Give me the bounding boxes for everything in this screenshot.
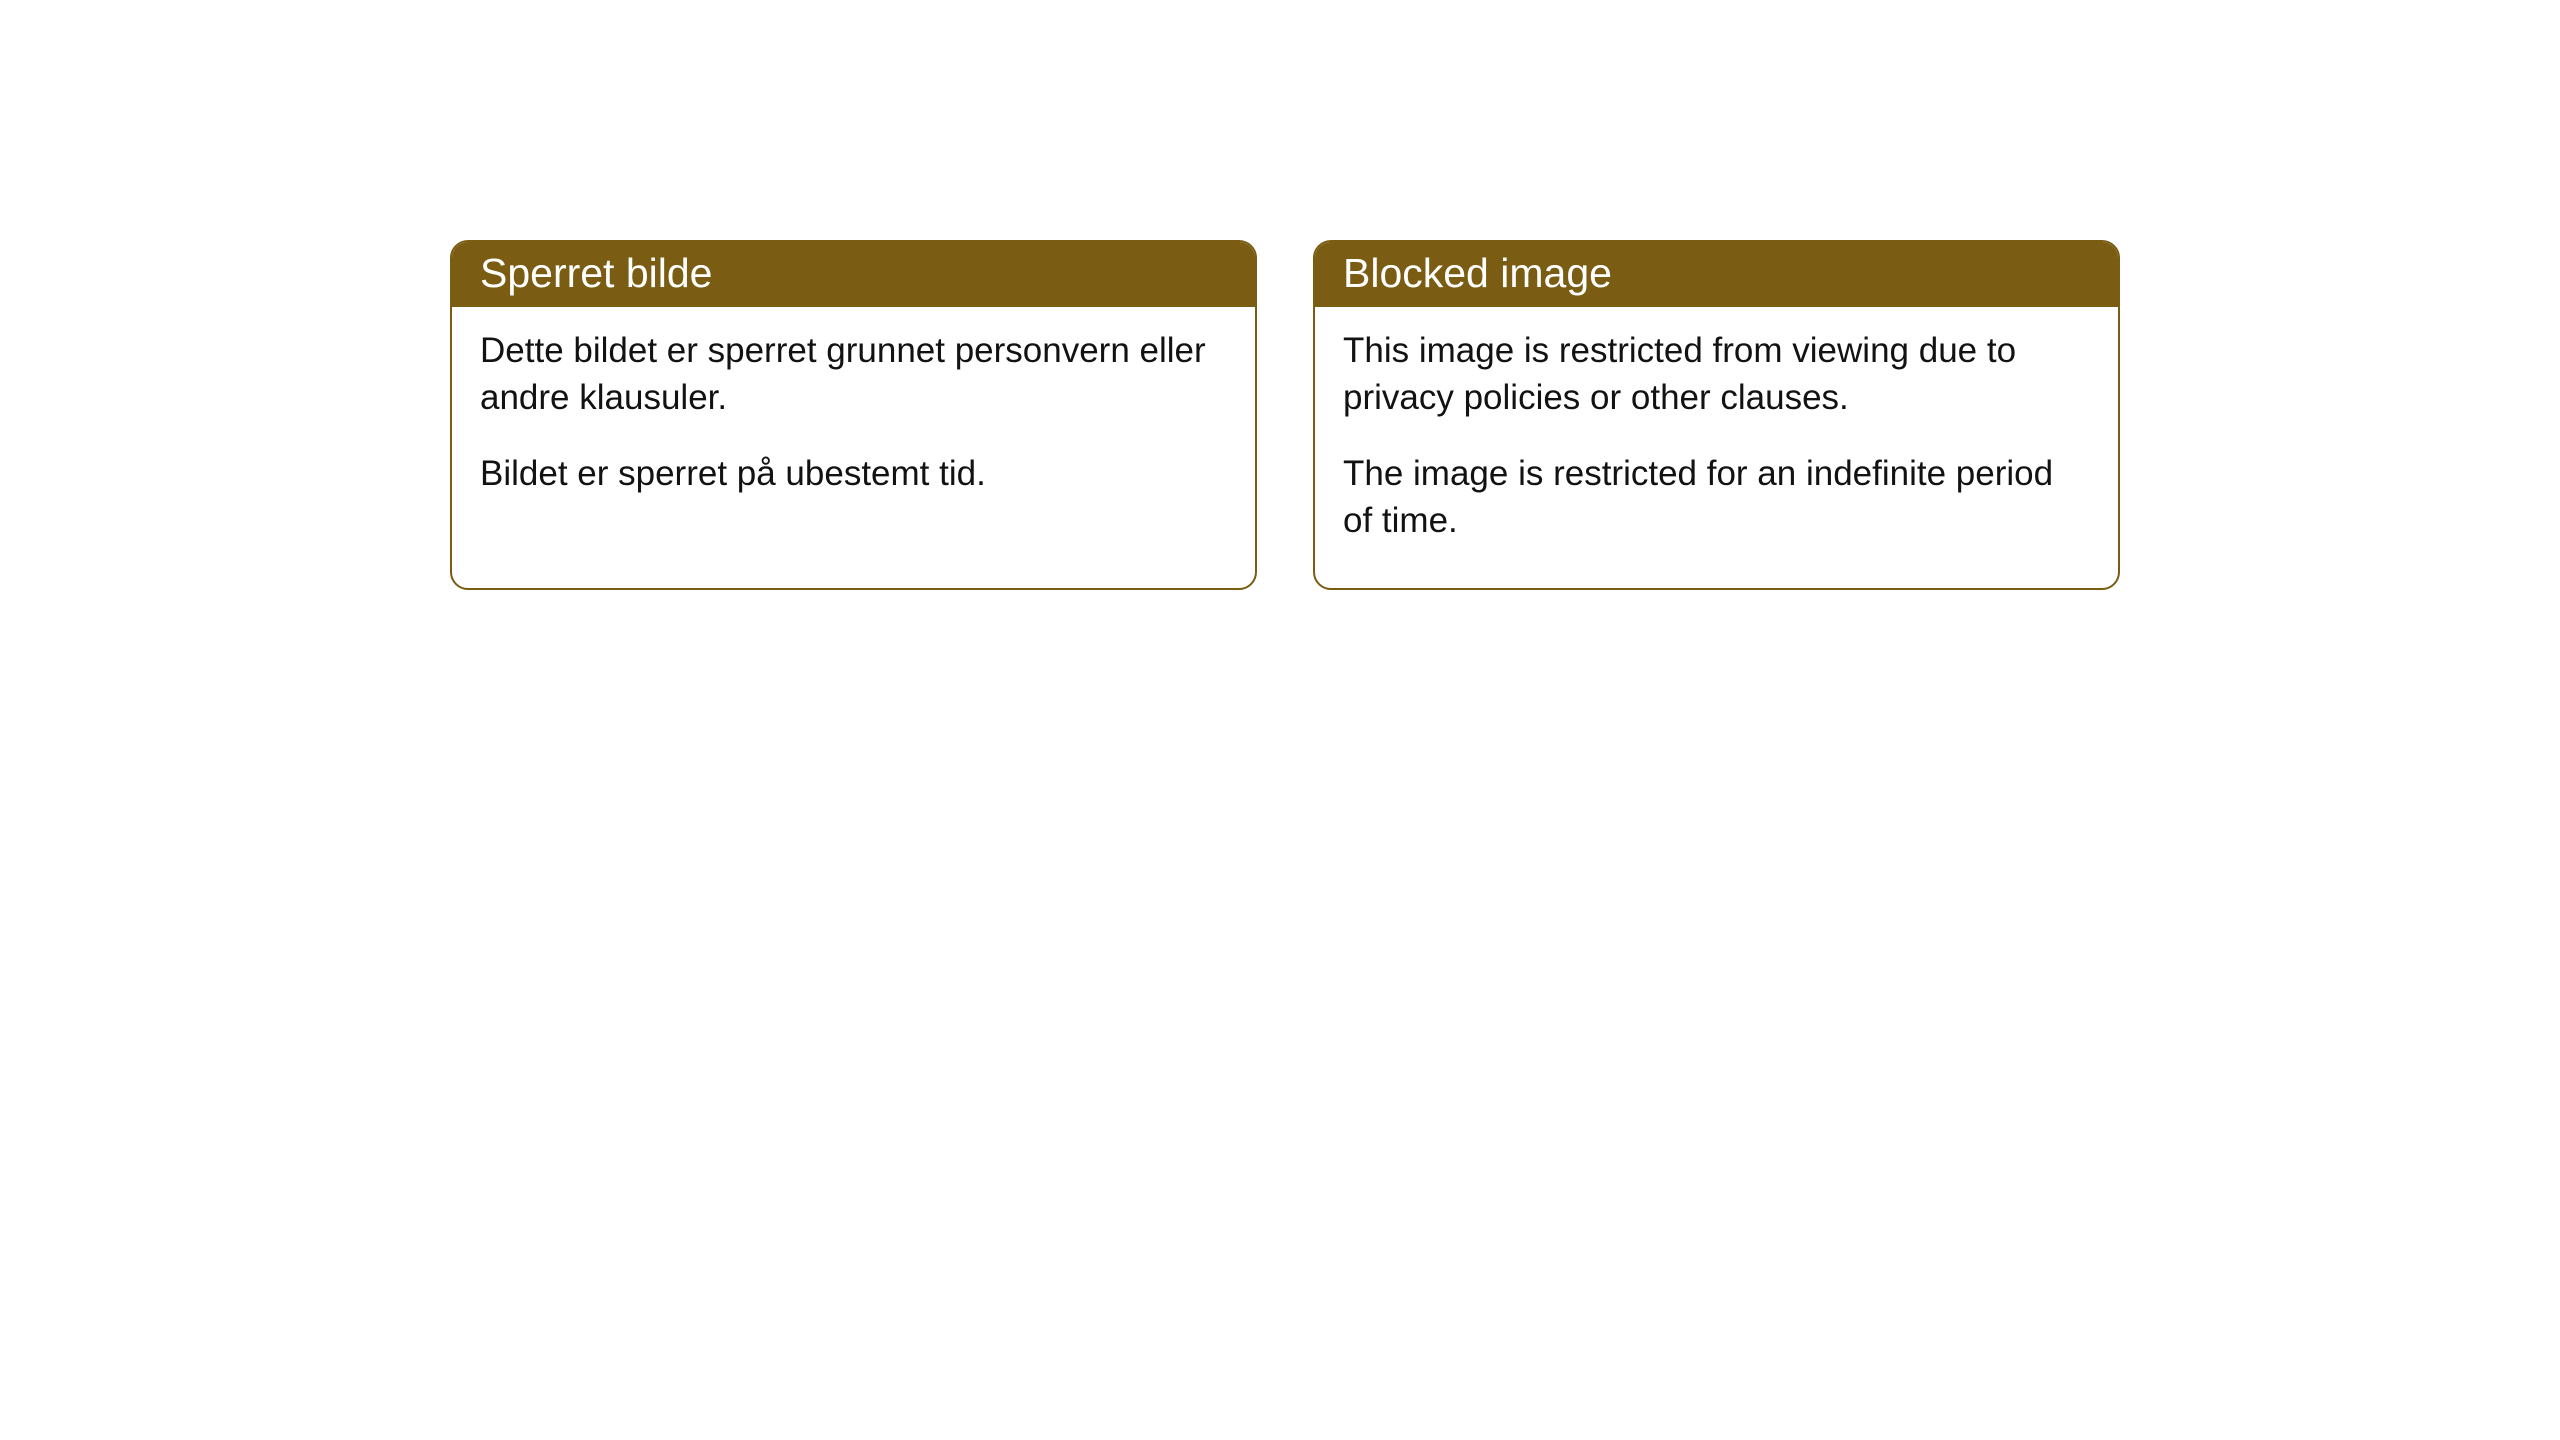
card-paragraph: This image is restricted from viewing du…	[1343, 327, 2090, 422]
card-header: Sperret bilde	[452, 242, 1255, 307]
card-body: Dette bildet er sperret grunnet personve…	[452, 307, 1255, 541]
notice-card-norwegian: Sperret bilde Dette bildet er sperret gr…	[450, 240, 1257, 590]
card-paragraph: Dette bildet er sperret grunnet personve…	[480, 327, 1227, 422]
card-title: Sperret bilde	[480, 250, 712, 296]
card-body: This image is restricted from viewing du…	[1315, 307, 2118, 588]
card-header: Blocked image	[1315, 242, 2118, 307]
card-paragraph: Bildet er sperret på ubestemt tid.	[480, 450, 1227, 497]
notice-card-english: Blocked image This image is restricted f…	[1313, 240, 2120, 590]
card-paragraph: The image is restricted for an indefinit…	[1343, 450, 2090, 545]
notice-cards-container: Sperret bilde Dette bildet er sperret gr…	[450, 240, 2120, 590]
card-title: Blocked image	[1343, 250, 1612, 296]
